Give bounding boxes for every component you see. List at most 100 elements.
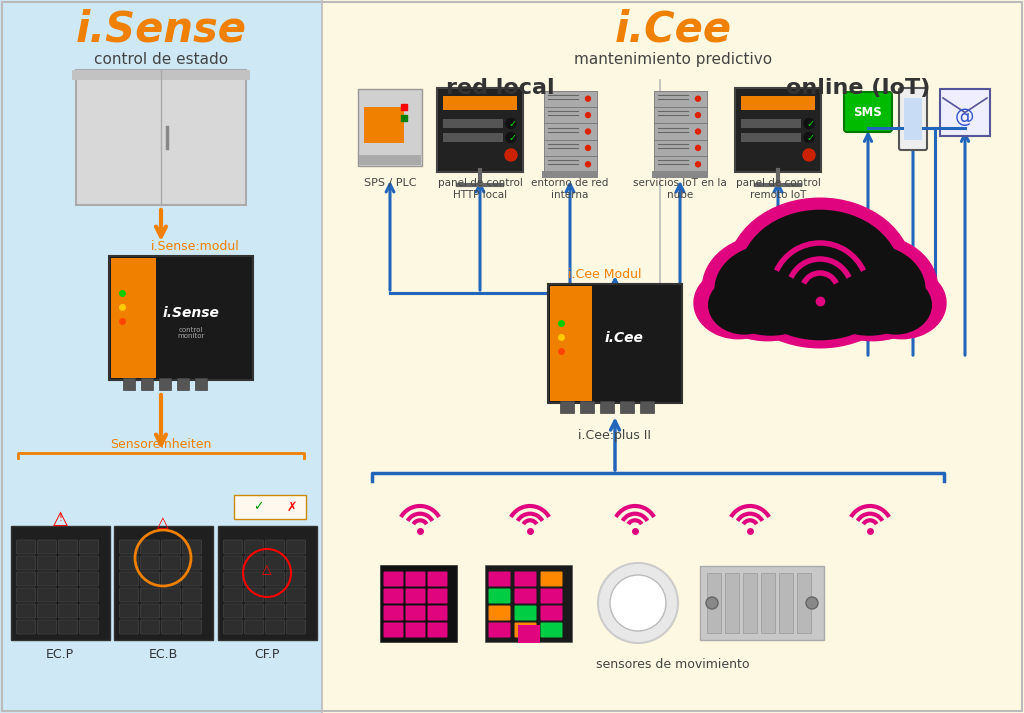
Ellipse shape	[814, 245, 925, 335]
Text: control
monitor: control monitor	[177, 327, 205, 339]
FancyBboxPatch shape	[245, 588, 263, 602]
FancyBboxPatch shape	[542, 171, 598, 178]
Circle shape	[586, 162, 591, 167]
FancyBboxPatch shape	[741, 119, 801, 128]
FancyBboxPatch shape	[245, 572, 263, 586]
FancyBboxPatch shape	[380, 565, 457, 642]
FancyBboxPatch shape	[437, 88, 523, 172]
FancyBboxPatch shape	[514, 588, 537, 603]
Circle shape	[695, 129, 700, 134]
Text: i.Cee Modul: i.Cee Modul	[568, 267, 642, 280]
FancyBboxPatch shape	[114, 526, 213, 640]
FancyBboxPatch shape	[140, 604, 160, 618]
FancyBboxPatch shape	[707, 573, 721, 633]
Ellipse shape	[702, 235, 833, 341]
FancyBboxPatch shape	[940, 89, 990, 136]
FancyBboxPatch shape	[514, 622, 537, 637]
Circle shape	[806, 597, 818, 609]
FancyBboxPatch shape	[223, 604, 243, 618]
FancyBboxPatch shape	[427, 605, 447, 620]
FancyBboxPatch shape	[541, 605, 562, 620]
Circle shape	[804, 133, 814, 143]
Text: ✓: ✓	[509, 119, 517, 129]
Text: EC.B: EC.B	[148, 648, 177, 661]
Text: i.Sense:modul: i.Sense:modul	[151, 240, 240, 253]
Text: i.Cee: i.Cee	[614, 8, 731, 50]
Text: Sensoreinheiten: Sensoreinheiten	[111, 438, 212, 451]
Text: i.Sense: i.Sense	[76, 8, 247, 50]
FancyBboxPatch shape	[162, 604, 180, 618]
FancyBboxPatch shape	[16, 540, 36, 554]
FancyBboxPatch shape	[80, 556, 98, 570]
FancyBboxPatch shape	[245, 540, 263, 554]
Text: SMS: SMS	[854, 106, 883, 120]
FancyBboxPatch shape	[58, 604, 78, 618]
Circle shape	[505, 149, 517, 161]
FancyBboxPatch shape	[182, 540, 202, 554]
FancyBboxPatch shape	[80, 572, 98, 586]
FancyBboxPatch shape	[16, 572, 36, 586]
FancyBboxPatch shape	[384, 605, 403, 620]
Ellipse shape	[807, 235, 938, 341]
FancyBboxPatch shape	[844, 92, 892, 132]
FancyBboxPatch shape	[904, 98, 922, 140]
FancyBboxPatch shape	[140, 556, 160, 570]
FancyBboxPatch shape	[10, 526, 110, 640]
Ellipse shape	[860, 276, 931, 334]
FancyBboxPatch shape	[140, 572, 160, 586]
Ellipse shape	[694, 267, 782, 339]
Circle shape	[804, 118, 814, 128]
FancyBboxPatch shape	[518, 625, 540, 642]
FancyBboxPatch shape	[741, 133, 801, 142]
Text: control de estado: control de estado	[94, 52, 228, 67]
FancyBboxPatch shape	[38, 556, 56, 570]
FancyBboxPatch shape	[550, 285, 592, 401]
FancyBboxPatch shape	[544, 140, 597, 156]
FancyBboxPatch shape	[177, 378, 189, 390]
FancyBboxPatch shape	[123, 378, 135, 390]
FancyBboxPatch shape	[58, 540, 78, 554]
FancyBboxPatch shape	[384, 622, 403, 637]
FancyBboxPatch shape	[162, 588, 180, 602]
FancyBboxPatch shape	[514, 605, 537, 620]
FancyBboxPatch shape	[58, 588, 78, 602]
FancyBboxPatch shape	[265, 588, 285, 602]
Text: sensores de movimiento: sensores de movimiento	[596, 658, 750, 671]
Text: ✗: ✗	[287, 501, 297, 513]
FancyBboxPatch shape	[548, 284, 682, 403]
FancyBboxPatch shape	[443, 133, 503, 142]
FancyBboxPatch shape	[725, 573, 739, 633]
FancyBboxPatch shape	[427, 588, 447, 603]
FancyBboxPatch shape	[653, 107, 707, 123]
FancyBboxPatch shape	[195, 378, 207, 390]
FancyBboxPatch shape	[406, 588, 426, 603]
FancyBboxPatch shape	[735, 88, 821, 172]
FancyBboxPatch shape	[488, 572, 511, 587]
Circle shape	[706, 597, 718, 609]
FancyBboxPatch shape	[779, 573, 793, 633]
FancyBboxPatch shape	[406, 622, 426, 637]
FancyBboxPatch shape	[265, 604, 285, 618]
FancyBboxPatch shape	[287, 588, 305, 602]
FancyBboxPatch shape	[120, 556, 138, 570]
FancyBboxPatch shape	[38, 572, 56, 586]
Text: servicios IoT en la
nube: servicios IoT en la nube	[633, 178, 727, 200]
FancyBboxPatch shape	[443, 96, 517, 110]
FancyBboxPatch shape	[245, 620, 263, 634]
FancyBboxPatch shape	[488, 605, 511, 620]
Text: i.Cee:plus II: i.Cee:plus II	[579, 429, 651, 441]
Circle shape	[695, 96, 700, 101]
FancyBboxPatch shape	[728, 296, 912, 326]
FancyBboxPatch shape	[653, 91, 707, 107]
FancyBboxPatch shape	[182, 620, 202, 634]
FancyBboxPatch shape	[287, 572, 305, 586]
Circle shape	[586, 129, 591, 134]
FancyBboxPatch shape	[265, 540, 285, 554]
Ellipse shape	[728, 198, 912, 348]
FancyBboxPatch shape	[700, 566, 824, 640]
FancyBboxPatch shape	[653, 140, 707, 156]
Text: ✓: ✓	[807, 119, 815, 129]
Text: △: △	[262, 563, 271, 577]
Circle shape	[506, 118, 516, 128]
FancyBboxPatch shape	[287, 540, 305, 554]
